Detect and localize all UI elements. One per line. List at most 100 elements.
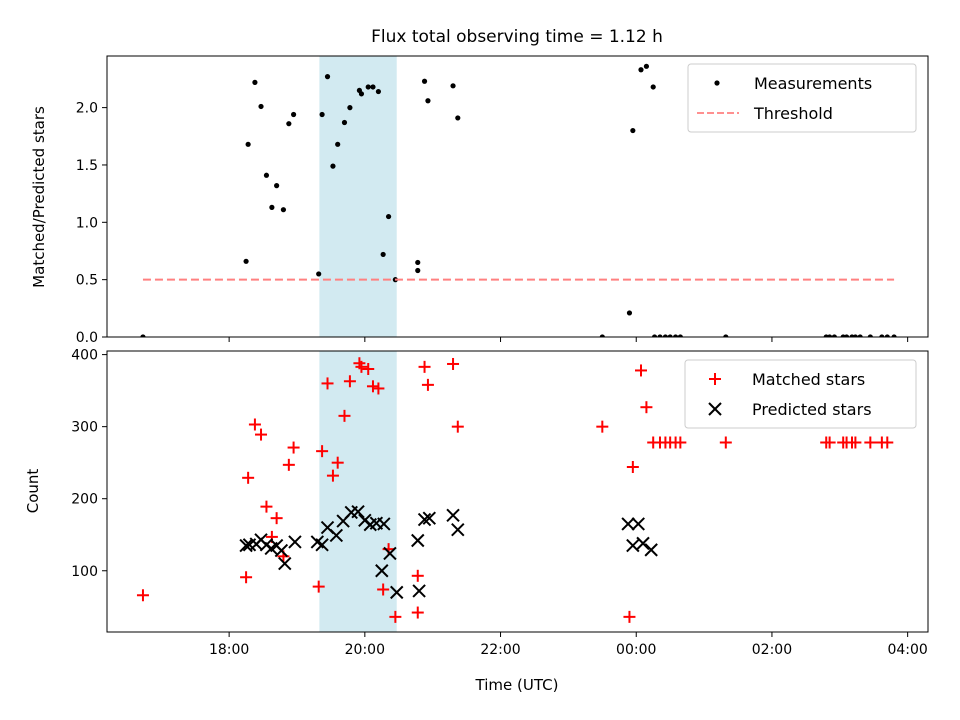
matched-star-point [719,436,732,449]
matched-star-point [270,512,283,525]
measurement-point [280,207,287,213]
matched-star-point [316,445,329,458]
measurement-point [626,310,633,316]
measurement-point [385,213,392,220]
measurement-point [258,103,264,110]
measurement-point [672,334,679,337]
x-tick-label: 04:00 [887,642,927,658]
legend-threshold-label: Threshold [753,104,833,123]
matched-star-point [331,456,344,469]
predicted-star-point [329,528,344,543]
matched-star-point [248,418,261,431]
measurement-point [335,141,341,147]
measurement-point [599,334,605,337]
matched-star-point [287,441,300,454]
predicted-star-point [451,522,465,537]
bottom-y-axis-label: Count [24,469,42,514]
measurement-point [274,183,280,189]
y-tick-label: 300 [71,420,98,436]
predicted-star-point [422,511,437,525]
matched-star-point [411,606,424,619]
matched-star-point [596,420,609,433]
predicted-star-point [631,517,645,531]
predicted-star-point [278,556,292,571]
predicted-star-point [636,536,650,551]
predicted-star-point [375,564,389,578]
matched-star-point [864,436,877,449]
measurement-point [667,334,673,337]
measurement-point [884,334,890,337]
y-tick-label: 0.5 [76,273,98,289]
x-tick-label: 22:00 [480,642,520,658]
predicted-star-point [417,512,432,527]
matched-star-point [136,589,149,602]
y-tick-label: 200 [71,492,98,508]
measurement-point [316,271,322,277]
measurement-point [415,259,421,266]
top-legend-frame [687,63,917,133]
matched-star-point [355,360,368,373]
measurement-point [630,127,636,134]
matched-star-point [451,420,464,433]
matched-star-point [881,436,894,449]
matched-star-point [411,569,424,582]
measurement-point [358,91,365,97]
measurement-point [421,78,428,84]
measurement-point [677,334,683,337]
measurement-point [879,334,885,337]
x-tick-label: 02:00 [752,642,792,658]
measurement-point [425,98,431,104]
measurement-point [852,334,858,337]
matched-star-point [823,436,836,449]
y-tick-label: 0.0 [76,330,98,346]
matched-star-point [326,469,339,482]
measurement-point [243,258,249,264]
measurement-point [341,119,348,126]
measurement-point [643,63,650,69]
matched-star-point [674,436,687,449]
legend-measurements-label: Measurements [754,74,872,93]
top-legend: Measurements Threshold [687,63,917,133]
measurement-point [450,83,456,89]
measurement-point [286,121,292,127]
matched-star-point [321,377,334,390]
x-tick-label: 20:00 [345,642,385,658]
legend-predicted-marker [708,402,722,416]
matched-star-point [362,363,375,376]
measurement-point [347,105,353,111]
y-tick-label: 1.5 [76,158,98,174]
bottom-legend: Matched stars Predicted stars [684,359,917,429]
measurement-point [324,74,331,80]
predicted-star-point [274,543,289,558]
matched-star-point [447,357,460,370]
measurement-point [330,163,336,169]
predicted-star-point [412,584,426,598]
matched-star-point [418,360,431,373]
matched-star-point [338,409,351,422]
predicted-star-point [288,535,302,549]
matched-star-point [366,380,379,393]
measurement-point [370,84,376,90]
matched-star-point [640,401,653,414]
matched-star-point [389,610,402,623]
matched-star-point [242,471,255,484]
matched-star-point [255,428,268,441]
predicted-star-point [383,546,397,561]
legend-predicted-label: Predicted stars [752,400,872,419]
measurement-point [651,334,658,337]
y-tick-label: 1.0 [76,215,98,231]
top-axes: 0.00.51.01.52.0 Matched/Predicted stars … [30,55,929,346]
predicted-star-point [351,504,365,519]
measurement-point [657,334,663,337]
measurement-point [380,251,386,258]
matched-star-point [626,461,639,474]
measurement-point [140,334,146,337]
predicted-star-point [377,517,391,531]
matched-star-point [312,580,325,593]
bottom-axes-frame [106,350,929,633]
measurement-point [827,334,833,337]
measurement-point [252,79,258,85]
matched-star-point [282,458,295,471]
matched-star-point [240,571,253,584]
